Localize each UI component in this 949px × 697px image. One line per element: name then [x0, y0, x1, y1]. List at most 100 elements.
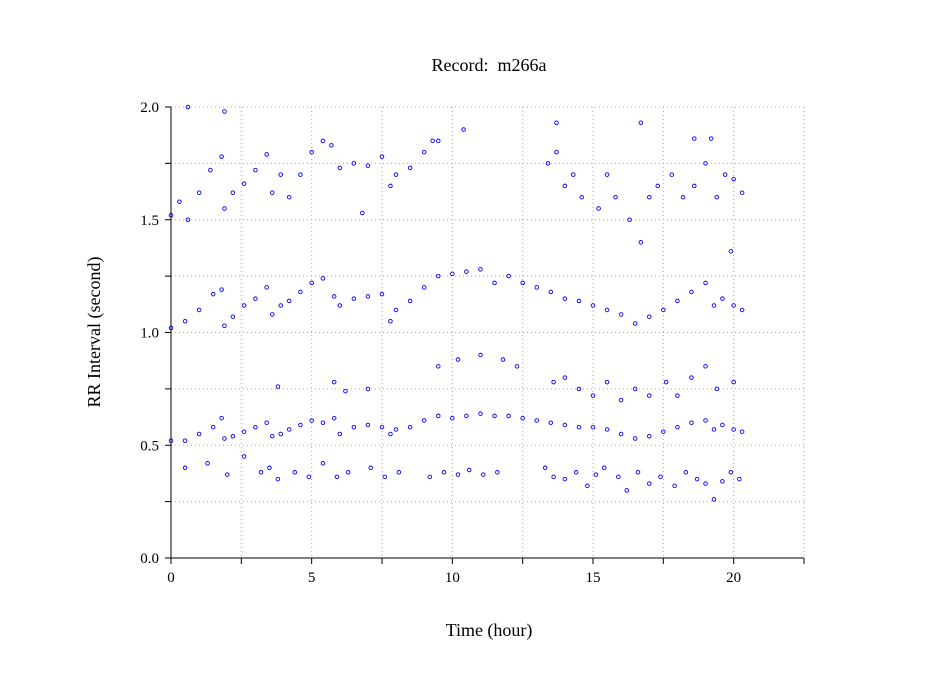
data-point [241, 181, 247, 186]
data-point [241, 454, 247, 459]
data-point [337, 431, 343, 437]
data-point [647, 393, 652, 398]
data-point [576, 424, 582, 430]
data-point [661, 307, 666, 313]
data-point [309, 149, 314, 155]
data-point [562, 476, 568, 482]
data-point [542, 465, 548, 471]
data-point [478, 352, 483, 358]
data-point [365, 422, 371, 428]
data-point [675, 393, 680, 398]
data-points [168, 104, 745, 502]
data-point [711, 303, 717, 308]
data-point [632, 436, 638, 441]
data-point [647, 433, 652, 439]
data-point [270, 433, 275, 439]
data-point [562, 422, 568, 428]
data-point [306, 474, 312, 480]
data-point [478, 411, 483, 416]
data-point [225, 472, 230, 477]
data-point [222, 206, 227, 211]
data-point [492, 280, 497, 286]
data-point [647, 314, 652, 319]
data-point [185, 104, 191, 110]
data-point [739, 190, 745, 195]
data-point [596, 206, 601, 211]
data-point [711, 427, 717, 432]
data-point [219, 154, 224, 159]
data-point [196, 307, 202, 313]
data-point [534, 418, 539, 423]
data-point [177, 199, 182, 204]
data-point [520, 415, 525, 421]
y-axis-label: RR Interval (second) [84, 257, 105, 408]
data-point [680, 194, 686, 200]
data-point [258, 470, 264, 475]
data-point [545, 161, 551, 166]
data-point [675, 424, 680, 430]
data-point [286, 298, 292, 304]
data-point [728, 249, 734, 254]
data-point [278, 303, 283, 308]
data-point [407, 298, 413, 304]
data-point [196, 190, 202, 195]
data-point [683, 470, 689, 475]
data-point [602, 465, 607, 471]
data-point [365, 294, 371, 299]
data-point [714, 194, 720, 200]
data-point [739, 429, 745, 434]
data-point [421, 418, 427, 423]
data-point [720, 479, 725, 484]
data-point [450, 415, 455, 421]
data-point [661, 429, 666, 434]
data-point [604, 307, 610, 313]
data-point [616, 474, 621, 480]
data-point [337, 165, 343, 171]
data-point [520, 280, 525, 286]
data-point [292, 470, 298, 475]
data-point [210, 424, 216, 430]
data-point [441, 470, 447, 475]
data-point [590, 424, 596, 430]
data-point [421, 285, 427, 290]
data-point [478, 267, 483, 272]
data-point [492, 413, 497, 419]
data-point [548, 289, 554, 295]
data-point [711, 497, 717, 502]
data-point [388, 183, 393, 189]
data-point [393, 307, 399, 313]
data-point [222, 323, 227, 328]
data-point [554, 120, 559, 126]
data-point [604, 427, 610, 432]
data-point [613, 194, 618, 200]
data-point [253, 424, 258, 430]
data-point [222, 436, 227, 441]
data-point [737, 476, 742, 482]
data-point [576, 298, 582, 304]
data-point [382, 474, 388, 480]
data-point [230, 190, 236, 195]
data-point [722, 172, 728, 177]
x-tick-label: 15 [586, 570, 601, 586]
data-point [481, 472, 486, 477]
data-point [731, 379, 736, 385]
data-point [182, 318, 188, 324]
y-tick-label: 0.0 [140, 551, 159, 567]
data-point [703, 161, 708, 166]
data-point [298, 172, 303, 177]
y-tick-label: 2.0 [140, 100, 159, 116]
data-point [638, 240, 644, 245]
data-point [182, 438, 188, 443]
data-point [647, 481, 652, 486]
data-point [627, 217, 632, 222]
data-point [230, 433, 236, 439]
data-point [286, 194, 292, 200]
data-point [604, 379, 610, 385]
data-point [576, 386, 582, 392]
data-point [554, 149, 559, 155]
data-point [647, 194, 652, 200]
data-point [331, 294, 337, 299]
data-point [720, 422, 725, 428]
data-point [495, 470, 500, 475]
data-point [388, 318, 393, 324]
